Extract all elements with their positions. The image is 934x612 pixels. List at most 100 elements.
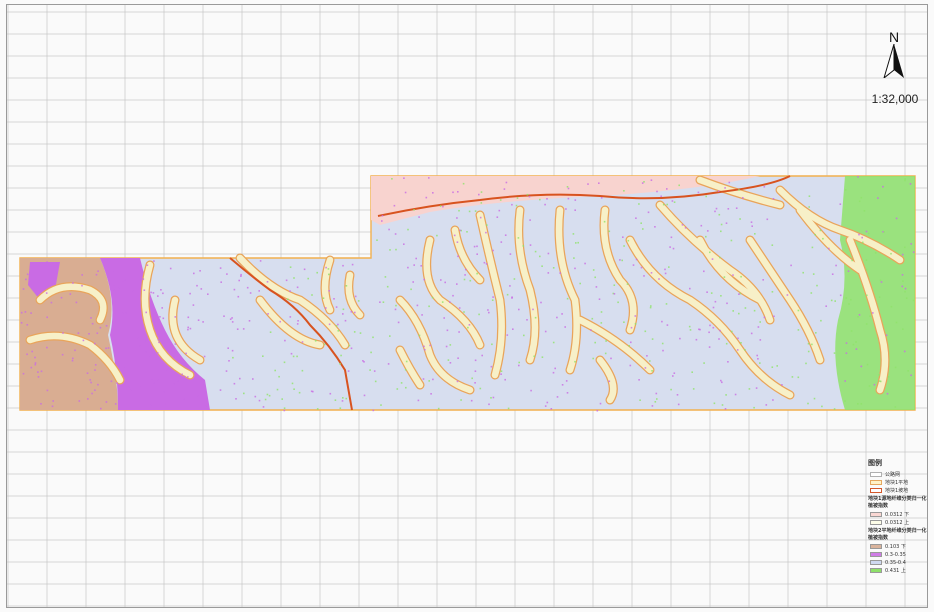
speckle-pixel xyxy=(145,311,147,314)
speckle-pixel xyxy=(902,328,904,330)
speckle-pixel xyxy=(528,195,531,198)
speckle-pixel xyxy=(418,334,421,337)
speckle-pixel xyxy=(236,328,239,330)
speckle-pixel xyxy=(389,249,391,251)
speckle-pixel xyxy=(613,284,616,286)
speckle-pixel xyxy=(654,401,657,403)
speckle-pixel xyxy=(668,266,670,268)
speckle-pixel xyxy=(912,299,915,302)
speckle-pixel xyxy=(483,261,486,264)
speckle-pixel xyxy=(229,318,232,320)
speckle-pixel xyxy=(341,400,344,402)
speckle-pixel xyxy=(912,251,915,253)
speckle-pixel xyxy=(348,344,351,347)
speckle-pixel xyxy=(866,294,868,297)
speckle-pixel xyxy=(705,235,707,238)
speckle-pixel xyxy=(189,292,191,295)
speckle-pixel xyxy=(598,298,601,300)
speckle-pixel xyxy=(664,272,667,275)
speckle-pixel xyxy=(822,237,824,240)
speckle-pixel xyxy=(725,342,728,345)
speckle-pixel xyxy=(296,355,298,358)
speckle-pixel xyxy=(904,290,906,293)
speckle-pixel xyxy=(910,374,912,377)
speckle-pixel xyxy=(541,265,543,267)
speckle-pixel xyxy=(662,203,665,206)
speckle-pixel xyxy=(865,259,868,261)
speckle-pixel xyxy=(858,233,860,236)
legend-label: 0.0312 下 xyxy=(885,512,910,518)
valley-fill xyxy=(796,206,864,274)
legend-swatch xyxy=(870,568,882,573)
speckle-pixel xyxy=(819,229,822,232)
speckle-pixel xyxy=(71,359,74,362)
speckle-pixel xyxy=(125,312,127,315)
speckle-pixel xyxy=(342,308,345,311)
speckle-pixel xyxy=(509,253,512,255)
speckle-pixel xyxy=(763,186,766,188)
speckle-pixel xyxy=(492,396,495,399)
speckle-pixel xyxy=(31,350,33,353)
speckle-pixel xyxy=(612,292,615,295)
speckle-pixel xyxy=(203,355,206,358)
speckle-pixel xyxy=(281,398,283,400)
speckle-pixel xyxy=(283,361,286,364)
speckle-pixel xyxy=(755,387,758,389)
valley-fill xyxy=(600,206,637,334)
speckle-pixel xyxy=(623,245,625,247)
speckle-pixel xyxy=(650,305,652,307)
speckle-pixel xyxy=(744,349,746,351)
speckle-pixel xyxy=(863,210,866,212)
speckle-pixel xyxy=(287,298,289,300)
speckle-pixel xyxy=(878,296,881,298)
speckle-pixel xyxy=(643,275,645,277)
speckle-pixel xyxy=(518,364,520,367)
speckle-pixel xyxy=(344,319,347,322)
north-arrow: N xyxy=(874,30,914,83)
speckle-pixel xyxy=(727,208,730,210)
speckle-pixel xyxy=(476,272,478,275)
legend-group1-items: 0.0312 下 0.0312 上 xyxy=(868,511,930,526)
speckle-pixel xyxy=(231,321,234,323)
speckle-pixel xyxy=(857,176,859,178)
speckle-pixel xyxy=(289,316,292,318)
speckle-pixel xyxy=(227,347,229,349)
speckle-pixel xyxy=(617,301,619,304)
speckle-pixel xyxy=(901,285,904,288)
speckle-pixel xyxy=(456,283,458,285)
speckle-pixel xyxy=(720,223,723,226)
speckle-pixel xyxy=(285,279,288,282)
valley-fill xyxy=(696,236,764,304)
speckle-pixel xyxy=(574,267,576,270)
speckle-pixel xyxy=(802,271,804,274)
speckle-pixel xyxy=(650,179,653,181)
speckle-pixel xyxy=(403,177,405,179)
speckle-pixel xyxy=(738,293,740,295)
speckle-pixel xyxy=(237,295,240,298)
speckle-pixel xyxy=(596,409,599,412)
speckle-pixel xyxy=(74,349,76,352)
speckle-pixel xyxy=(283,409,286,412)
speckle-pixel xyxy=(498,209,501,212)
speckle-pixel xyxy=(327,268,330,270)
legend-group1-heading: 地块1源地纤维分类归一化植被指数 xyxy=(868,496,927,509)
speckle-pixel xyxy=(526,319,528,321)
speckle-pixel xyxy=(293,277,295,279)
speckle-pixel xyxy=(720,379,722,382)
speckle-pixel xyxy=(613,293,616,295)
speckle-pixel xyxy=(629,364,632,367)
speckle-pixel xyxy=(708,331,710,334)
speckle-pixel xyxy=(895,217,898,220)
speckle-pixel xyxy=(491,299,494,301)
speckle-pixel xyxy=(140,278,142,281)
speckle-pixel xyxy=(363,394,366,397)
speckle-pixel xyxy=(662,349,664,352)
speckle-pixel xyxy=(487,309,489,311)
speckle-pixel xyxy=(807,402,809,405)
speckle-pixel xyxy=(61,353,64,356)
speckle-pixel xyxy=(351,263,354,266)
speckle-pixel xyxy=(456,241,459,243)
speckle-pixel xyxy=(264,398,267,401)
speckle-pixel xyxy=(478,313,480,316)
